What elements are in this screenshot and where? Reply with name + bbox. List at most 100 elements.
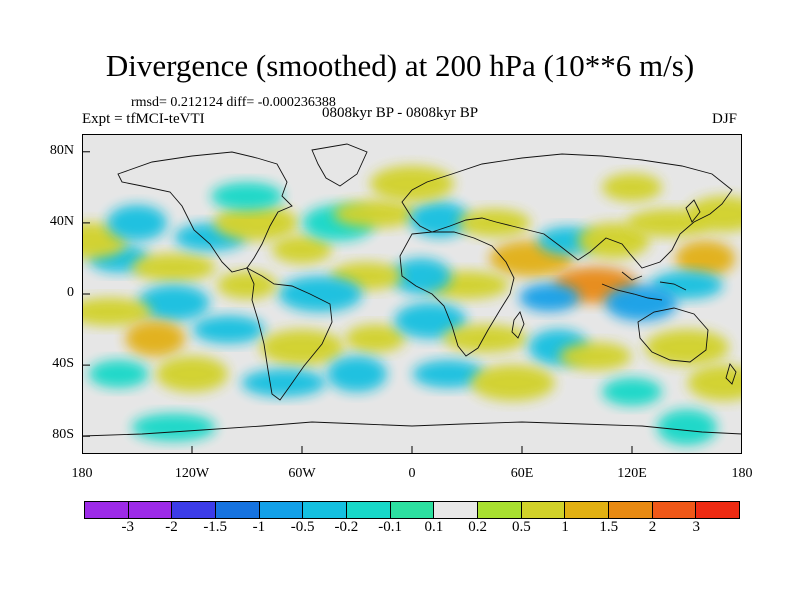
colorbar-swatch <box>609 501 653 519</box>
colorbar-label: 1.5 <box>599 519 619 535</box>
colorbar-swatch <box>478 501 522 519</box>
field-blob <box>370 165 454 202</box>
coast-africa <box>399 231 515 357</box>
colorbar-label: 0.5 <box>511 519 531 535</box>
colorbar-swatch <box>696 501 741 519</box>
field-blob <box>260 329 344 366</box>
field-blob <box>412 360 485 388</box>
field-blob <box>519 283 580 312</box>
coast-antarctica <box>82 421 742 437</box>
field-blob <box>272 235 332 264</box>
coast-greenland <box>311 143 368 187</box>
field-blob <box>278 276 363 312</box>
x-tick-label: 120W <box>174 466 210 481</box>
x-tick-label: 60E <box>510 466 534 481</box>
x-tick-label: 180 <box>731 466 753 481</box>
coast-japan <box>685 199 701 223</box>
x-tick-label: 120E <box>617 466 647 481</box>
chart-title: Divergence (smoothed) at 200 hPa (10**6 … <box>105 48 695 83</box>
y-tick-label: 80N <box>49 142 74 158</box>
colorbar-swatch <box>521 501 566 519</box>
field-blob <box>131 253 216 282</box>
field-blob <box>156 356 228 392</box>
field-blob <box>391 258 452 295</box>
colorbar-swatch <box>303 501 348 519</box>
field-blob <box>687 364 742 401</box>
field-blob <box>333 200 418 228</box>
coastlines <box>82 143 742 437</box>
field-blob <box>394 302 467 339</box>
field-blob <box>657 409 717 446</box>
field-blob <box>443 324 528 353</box>
colorbar-swatch <box>128 501 173 519</box>
field-blob <box>241 368 326 397</box>
field-blob <box>211 182 283 211</box>
colorbar-swatch <box>652 501 697 519</box>
field-blob <box>458 208 531 237</box>
colorbar-swatch <box>172 501 217 519</box>
field-blob <box>645 329 729 366</box>
field-blob <box>345 324 406 353</box>
y-tick-label: 40N <box>49 213 74 229</box>
season-label: DJF <box>712 111 738 127</box>
x-tick-label: 0 <box>408 466 416 481</box>
field-blob <box>88 360 149 388</box>
colorbar <box>84 501 741 519</box>
x-tick-label: 180 <box>71 466 93 481</box>
colorbar-swatch <box>565 501 610 519</box>
coast-madagascar <box>511 311 525 339</box>
coast-australia <box>637 307 709 363</box>
map-plot <box>82 134 742 454</box>
colorbar-label: 1 <box>561 519 569 535</box>
colorbar-label: -1 <box>252 519 266 535</box>
diff-value: diff= -0.000236388 <box>226 95 336 110</box>
colorbar-swatch <box>390 501 435 519</box>
colorbar-label: -3 <box>121 519 134 535</box>
field-blob <box>675 240 736 277</box>
rmsd-value: rmsd= 0.212124 <box>131 95 223 110</box>
coast-new-zealand <box>725 363 737 385</box>
field-blob <box>131 413 216 442</box>
axis-ticks <box>82 151 742 454</box>
field-blob <box>214 204 299 241</box>
divergence-field <box>82 165 742 446</box>
field-blob <box>687 196 742 232</box>
colorbar-swatch <box>259 501 304 519</box>
colorbar-label: 0.1 <box>424 519 444 535</box>
colorbar-label: -2 <box>165 519 178 535</box>
expt-label: Expt = tfMCI-teVTI <box>82 111 205 127</box>
field-blob <box>137 284 210 321</box>
field-blob <box>192 315 265 344</box>
colorbar-swatch <box>347 501 391 519</box>
coast-eurasia <box>401 153 733 269</box>
colorbar-label: -1.5 <box>203 519 228 535</box>
field-blob <box>559 342 632 371</box>
y-tick-label: 80S <box>52 427 74 443</box>
coast-south-america <box>246 266 333 401</box>
period-label: 0808kyr BP - 0808kyr BP <box>322 105 479 121</box>
y-tick-label: 40S <box>52 356 74 372</box>
coast-indonesia <box>601 271 687 301</box>
colorbar-label: -0.5 <box>290 519 315 535</box>
colorbar-label: -0.2 <box>334 519 359 535</box>
field-blob <box>602 377 662 406</box>
colorbar-label: -0.1 <box>378 519 402 535</box>
colorbar-label: 2 <box>648 519 657 535</box>
colorbar-label: 0.2 <box>468 519 487 535</box>
field-blob <box>605 284 678 321</box>
rmsd-stat: rmsd= 0.212124 diff= -0.000236388 <box>131 95 336 111</box>
field-blob <box>327 356 387 392</box>
field-blob <box>82 297 152 326</box>
field-blob <box>602 173 662 202</box>
field-blob <box>217 271 277 300</box>
field-blob <box>125 320 186 357</box>
colorbar-label: 3 <box>692 519 701 535</box>
coast-north-america <box>117 151 293 273</box>
colorbar-swatch <box>84 501 129 519</box>
x-tick-label: 60W <box>288 466 316 481</box>
colorbar-swatch <box>434 501 479 519</box>
colorbar-swatch <box>216 501 260 519</box>
field-blob <box>107 204 167 241</box>
y-tick-label: 0 <box>67 285 74 300</box>
field-blob <box>470 364 555 401</box>
